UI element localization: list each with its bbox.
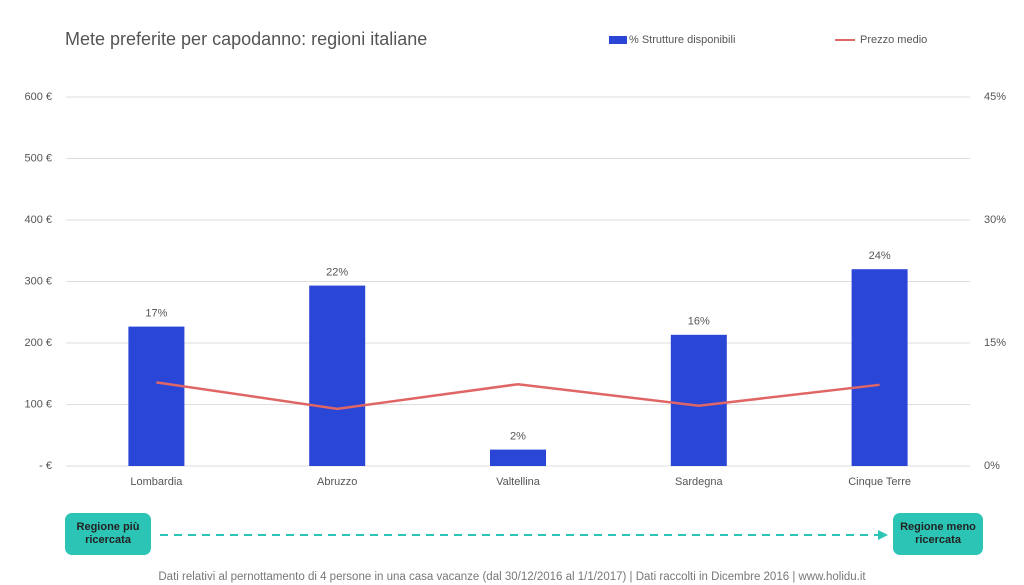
chart-title: Mete preferite per capodanno: regioni it… xyxy=(65,29,427,49)
x-tick-label: Sardegna xyxy=(675,476,724,488)
x-tick-label: Cinque Terre xyxy=(848,476,911,488)
y-tick-label: 300 € xyxy=(24,275,52,287)
legend-label: % Strutture disponibili xyxy=(629,34,735,46)
legend-swatch xyxy=(609,36,627,44)
y-tick-label: - € xyxy=(39,460,52,472)
y2-tick-label: 30% xyxy=(984,214,1006,226)
end-label: Regione meno ricercata xyxy=(893,513,983,555)
value-label: 17% xyxy=(145,308,167,320)
start-label: Regione più ricercata xyxy=(65,513,151,555)
value-label: 24% xyxy=(869,250,891,262)
bar xyxy=(490,449,546,466)
line xyxy=(156,381,880,411)
y2-tick-label: 0% xyxy=(984,460,1000,472)
y-tick-label: 600 € xyxy=(24,91,52,103)
bar xyxy=(851,269,908,466)
legend-label: Prezzo medio xyxy=(860,34,927,46)
value-label: 16% xyxy=(688,316,710,328)
arrow-head xyxy=(878,530,888,540)
bar xyxy=(128,326,185,466)
x-tick-label: Lombardia xyxy=(130,476,183,488)
y-tick-label: 500 € xyxy=(24,152,52,164)
x-tick-label: Abruzzo xyxy=(317,476,357,488)
y-tick-label: 100 € xyxy=(24,398,52,410)
y-tick-label: 200 € xyxy=(24,337,52,349)
y2-tick-label: 15% xyxy=(984,337,1006,349)
footnote: Dati relativi al pernottamento di 4 pers… xyxy=(158,571,866,583)
value-label: 2% xyxy=(510,431,526,443)
bar xyxy=(309,285,366,466)
x-tick-label: Valtellina xyxy=(496,476,541,488)
value-label: 22% xyxy=(326,267,348,279)
y2-tick-label: 45% xyxy=(984,91,1006,103)
bar xyxy=(670,334,727,466)
y-tick-label: 400 € xyxy=(24,214,52,226)
